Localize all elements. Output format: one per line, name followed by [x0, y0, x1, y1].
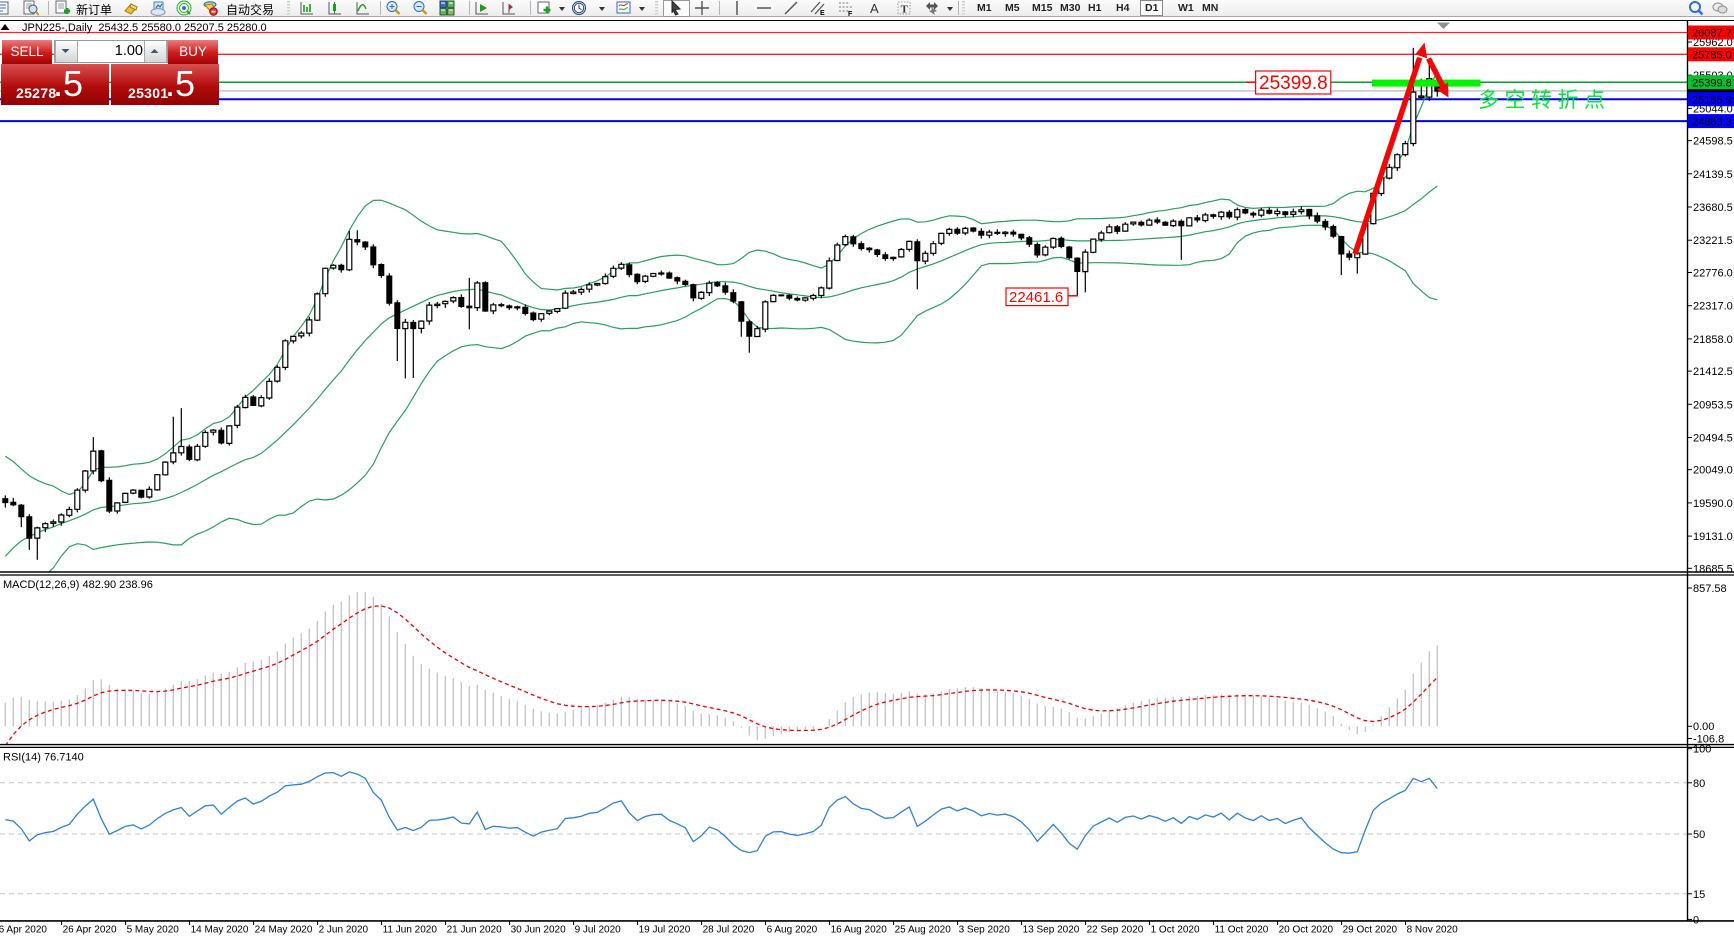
svg-text:MACD(12,26,9) 482.90 238.96: MACD(12,26,9) 482.90 238.96	[3, 579, 153, 591]
svg-text:24139.5: 24139.5	[1693, 169, 1733, 181]
svg-text:15: 15	[1693, 889, 1705, 901]
svg-text:19 Jul 2020: 19 Jul 2020	[639, 925, 691, 936]
svg-text:25785.0: 25785.0	[1692, 50, 1732, 62]
svg-text:8 Nov 2020: 8 Nov 2020	[1407, 925, 1459, 936]
svg-text:11 Jun 2020: 11 Jun 2020	[383, 925, 438, 936]
svg-text:13 Sep 2020: 13 Sep 2020	[1023, 925, 1080, 936]
svg-text:E: E	[820, 10, 825, 16]
svg-text:100: 100	[1693, 744, 1711, 756]
svg-text:F: F	[848, 11, 853, 16]
svg-text:-106.8: -106.8	[1693, 734, 1724, 746]
svg-text:2 Jun 2020: 2 Jun 2020	[319, 925, 369, 936]
svg-text:19590.0: 19590.0	[1693, 498, 1733, 510]
svg-text:JPN225-,Daily 25432.5 25580.0: JPN225-,Daily 25432.5 25580.0 25207.5 25…	[22, 22, 267, 34]
svg-text:16 Aug 2020: 16 Aug 2020	[831, 925, 888, 936]
svg-text:25399.8: 25399.8	[1259, 73, 1328, 94]
svg-text:50: 50	[1693, 829, 1705, 841]
svg-text:23680.5: 23680.5	[1693, 202, 1733, 214]
svg-text:24863.3: 24863.3	[1692, 116, 1732, 128]
svg-text:11 Oct 2020: 11 Oct 2020	[1215, 925, 1269, 936]
svg-text:1 Oct 2020: 1 Oct 2020	[1151, 925, 1200, 936]
svg-text:24 May 2020: 24 May 2020	[255, 925, 313, 936]
svg-text:26087.7: 26087.7	[1692, 28, 1732, 40]
svg-text:857.58: 857.58	[1693, 583, 1727, 595]
svg-text:0: 0	[1693, 914, 1699, 926]
svg-text:22 Sep 2020: 22 Sep 2020	[1087, 925, 1144, 936]
svg-text:25399.8: 25399.8	[1692, 77, 1732, 89]
svg-text:6 Aug 2020: 6 Aug 2020	[767, 925, 818, 936]
svg-text:14 May 2020: 14 May 2020	[191, 925, 249, 936]
svg-text:9 Jul 2020: 9 Jul 2020	[575, 925, 622, 936]
svg-text:RSI(14) 76.7140: RSI(14) 76.7140	[3, 752, 84, 764]
svg-text:21 Jun 2020: 21 Jun 2020	[447, 925, 502, 936]
svg-text:5 May 2020: 5 May 2020	[127, 925, 180, 936]
svg-text:20 Oct 2020: 20 Oct 2020	[1279, 925, 1334, 936]
svg-text:6 Apr 2020: 6 Apr 2020	[0, 925, 47, 936]
svg-text:T: T	[901, 4, 909, 16]
svg-text:25 Aug 2020: 25 Aug 2020	[895, 925, 952, 936]
svg-text:21412.5: 21412.5	[1693, 366, 1733, 378]
svg-text:多空转折点: 多空转折点	[1478, 89, 1611, 112]
svg-text:20049.0: 20049.0	[1693, 465, 1733, 477]
svg-text:26 Apr 2020: 26 Apr 2020	[63, 925, 117, 936]
svg-text:29 Oct 2020: 29 Oct 2020	[1343, 925, 1398, 936]
svg-text:22317.0: 22317.0	[1693, 301, 1733, 313]
svg-text:30 Jun 2020: 30 Jun 2020	[511, 925, 566, 936]
svg-text:20953.5: 20953.5	[1693, 399, 1733, 411]
svg-text:25165.9: 25165.9	[1692, 94, 1732, 106]
svg-text:20494.5: 20494.5	[1693, 433, 1733, 445]
svg-text:0.00: 0.00	[1693, 721, 1714, 733]
svg-text:18685.5: 18685.5	[1693, 563, 1733, 575]
svg-text:28 Jul 2020: 28 Jul 2020	[703, 925, 755, 936]
svg-text:25962.0: 25962.0	[1693, 37, 1733, 49]
svg-text:80: 80	[1693, 778, 1705, 790]
svg-text:22461.6: 22461.6	[1009, 289, 1063, 306]
svg-text:21858.0: 21858.0	[1693, 334, 1733, 346]
svg-text:23221.5: 23221.5	[1693, 235, 1733, 247]
svg-text:3 Sep 2020: 3 Sep 2020	[959, 925, 1011, 936]
svg-text:25044.0: 25044.0	[1693, 103, 1733, 115]
svg-text:19131.0: 19131.0	[1693, 531, 1733, 543]
svg-text:24598.5: 24598.5	[1693, 136, 1733, 148]
svg-text:22776.0: 22776.0	[1693, 268, 1733, 280]
